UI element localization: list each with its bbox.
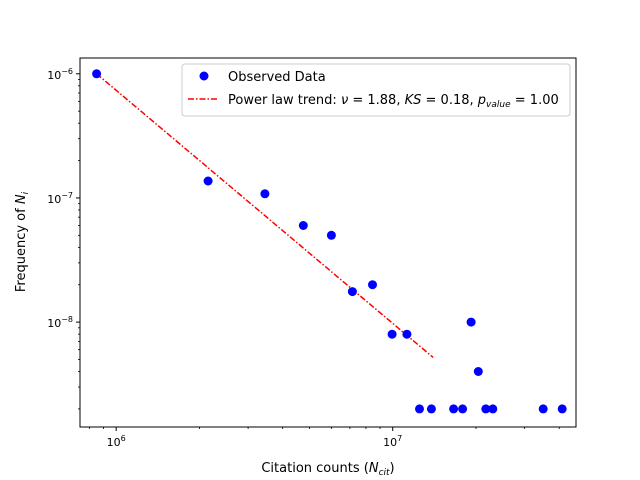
y-tick-label: 10−7 xyxy=(47,191,73,206)
legend-observed-label: Observed Data xyxy=(228,70,326,85)
y-axis-title: Frequency of Ni xyxy=(14,191,31,292)
data-point xyxy=(326,230,336,240)
power-law-trend-line xyxy=(96,73,434,358)
data-point xyxy=(415,404,424,414)
data-point xyxy=(387,329,397,339)
y-axis: 10−8 10−7 10−6 xyxy=(47,67,80,410)
observed-points xyxy=(92,69,567,414)
data-point xyxy=(449,404,459,414)
data-point xyxy=(481,404,491,414)
trend-layer xyxy=(96,73,434,358)
data-point xyxy=(203,176,213,186)
data-point xyxy=(92,69,102,79)
data-point xyxy=(557,404,567,414)
y-tick-label: 10−6 xyxy=(47,67,73,82)
data-point xyxy=(298,221,308,230)
data-point xyxy=(488,404,498,414)
y-tick-label: 10−8 xyxy=(47,315,73,330)
legend-observed-marker xyxy=(199,71,209,81)
data-point xyxy=(473,367,483,376)
plot-frame xyxy=(79,57,577,428)
x-tick-label: 107 xyxy=(383,434,402,449)
x-axis-title: Citation counts (Ncit) xyxy=(261,461,394,478)
legend-box xyxy=(181,63,571,117)
x-axis: 106 107 xyxy=(88,427,560,449)
data-point xyxy=(402,329,412,339)
legend-trend-label: Power law trend: ν = 1.88, KS = 0.18, pv… xyxy=(228,93,559,110)
legend: Observed Data Power law trend: ν = 1.88,… xyxy=(181,63,571,117)
data-point xyxy=(347,287,357,297)
data-point xyxy=(260,189,270,199)
data-point xyxy=(458,404,468,414)
data-point xyxy=(368,280,377,290)
data-point xyxy=(466,317,476,327)
data-point xyxy=(538,404,548,414)
data-point xyxy=(426,404,436,414)
x-tick-label: 106 xyxy=(107,434,126,449)
